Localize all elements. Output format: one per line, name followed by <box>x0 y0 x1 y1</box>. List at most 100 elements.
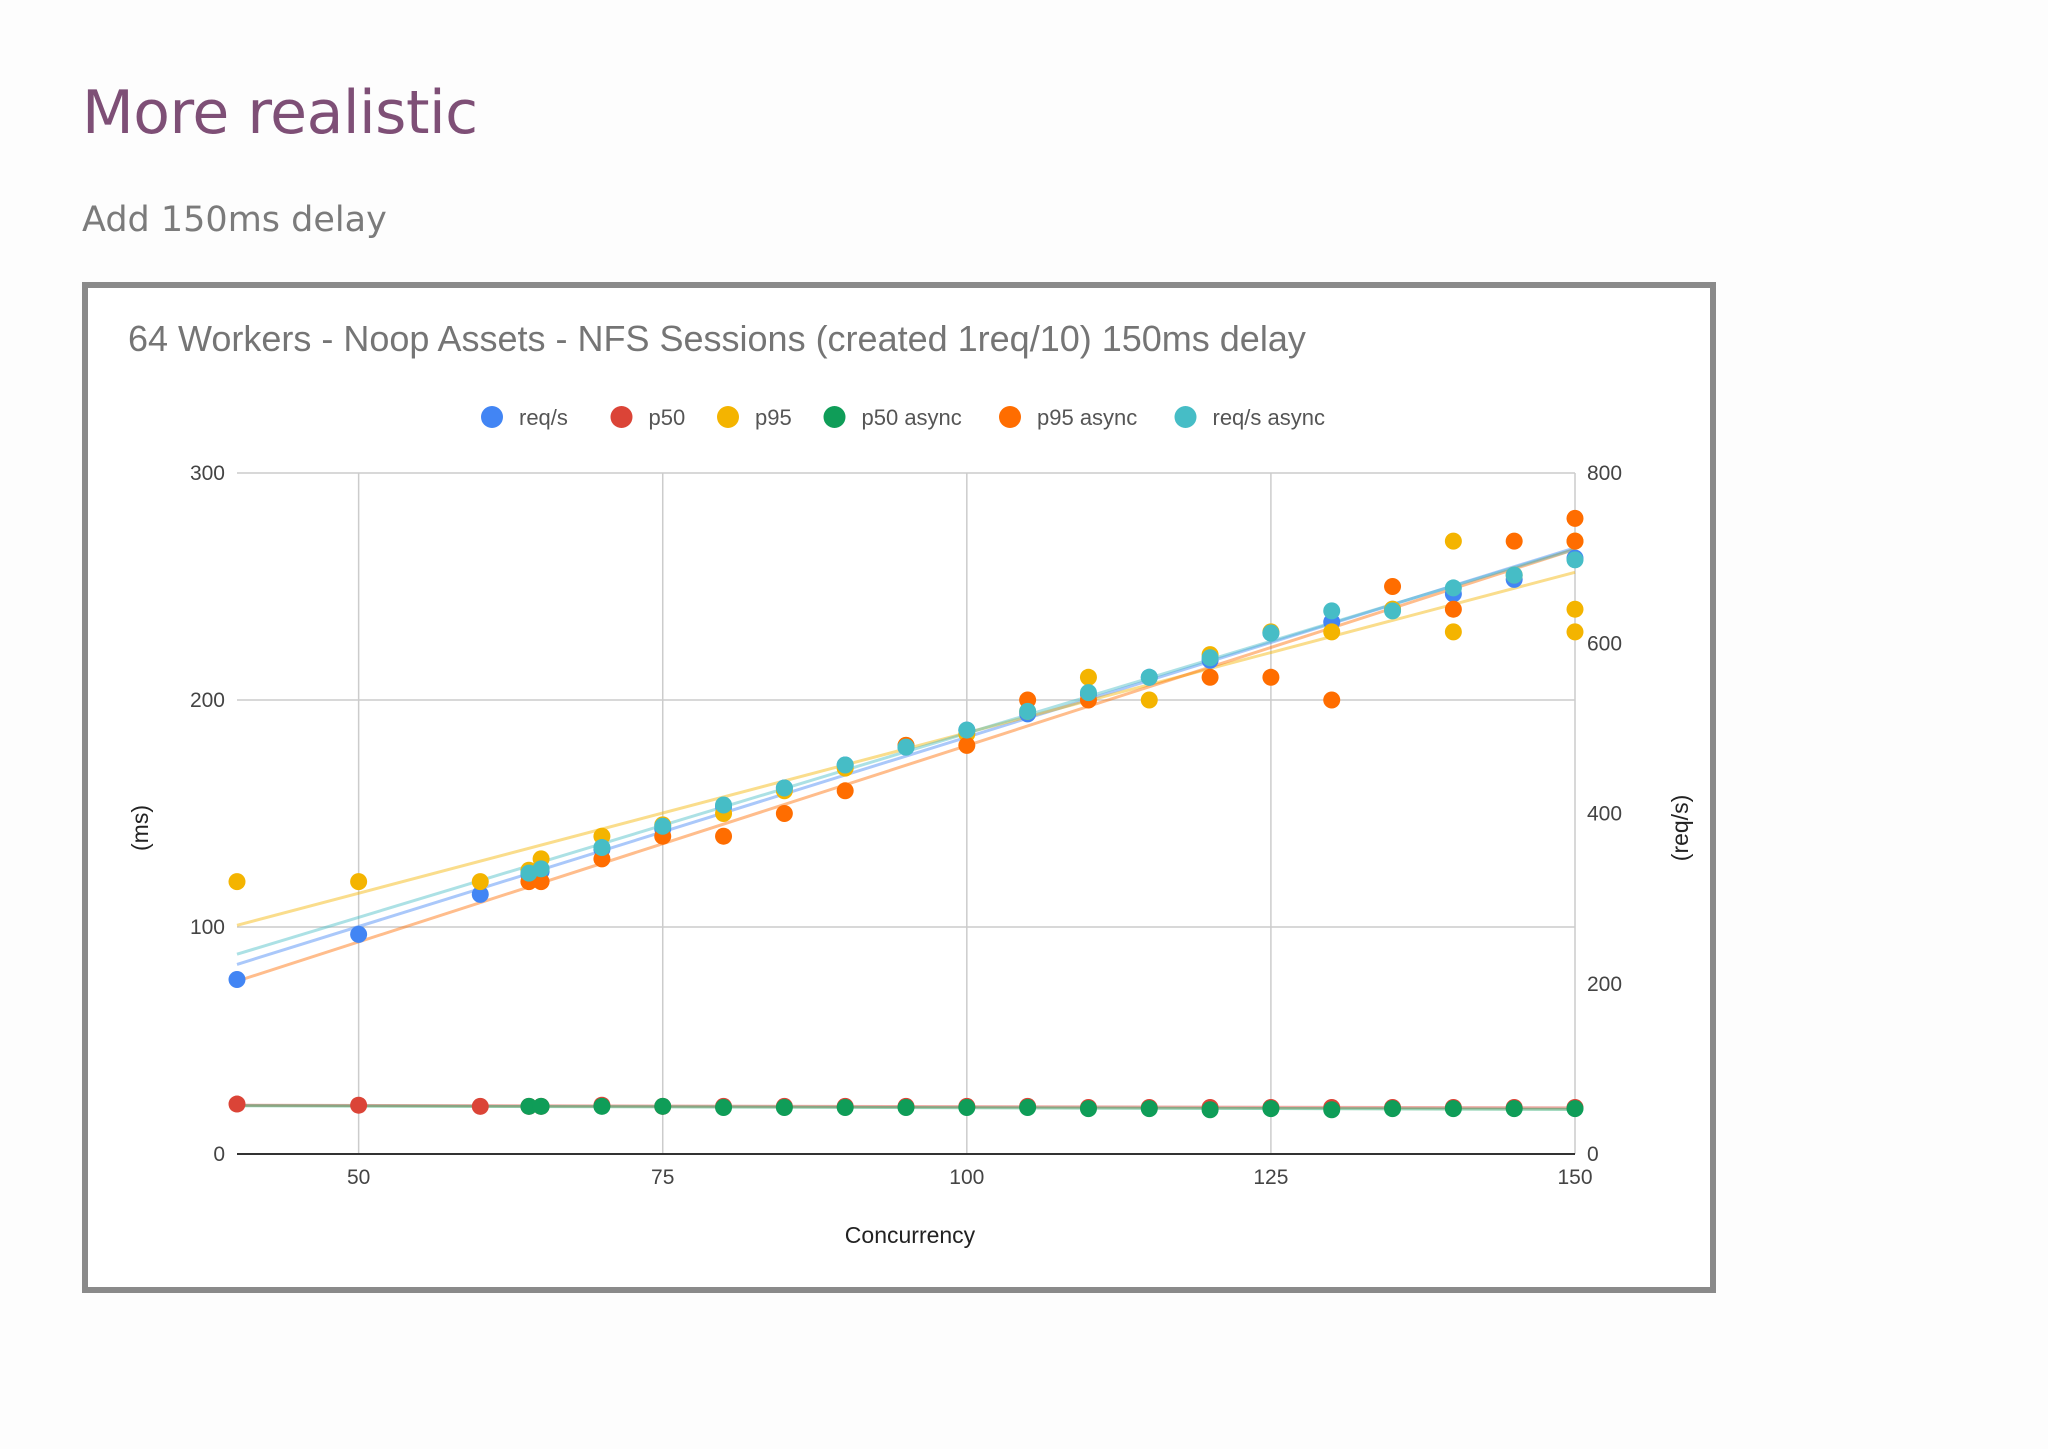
y-tick-left-label: 100 <box>190 916 225 939</box>
data-point <box>775 1098 793 1116</box>
legend-label: p95 <box>755 405 792 430</box>
legend-item: p50 async <box>823 405 962 430</box>
slide-subtitle: Add 150ms delay <box>82 200 387 240</box>
data-point <box>1444 623 1462 641</box>
data-point <box>1262 1100 1280 1118</box>
chart-axes: 0 100 200 300 0 200 400 600 800 50 75 100 125 150 <box>190 462 1622 1189</box>
data-point <box>1019 702 1037 720</box>
data-point <box>1140 668 1158 686</box>
y-tick-right-label: 400 <box>1587 803 1622 826</box>
data-point <box>532 1097 550 1115</box>
data-point <box>1079 1100 1097 1118</box>
data-point <box>1079 684 1097 702</box>
data-point <box>1444 532 1462 550</box>
legend-marker <box>999 406 1021 428</box>
data-point <box>958 1098 976 1116</box>
x-tick-label: 125 <box>1253 1166 1288 1189</box>
data-point <box>1505 566 1523 584</box>
x-axis-label: Concurrency <box>845 1222 976 1248</box>
y-tick-right-label: 200 <box>1587 973 1622 996</box>
chart-title: 64 Workers - Noop Assets - NFS Sessions … <box>128 318 1306 359</box>
y-tick-left-label: 0 <box>213 1143 225 1166</box>
legend-label: req/s async <box>1213 405 1326 430</box>
data-point <box>715 796 733 814</box>
data-point <box>532 860 550 878</box>
data-point <box>471 873 489 891</box>
legend-marker <box>717 406 739 428</box>
data-point <box>1566 1100 1584 1118</box>
data-point <box>958 721 976 739</box>
data-point <box>1384 1100 1402 1118</box>
chart-points <box>228 509 1584 1119</box>
legend-item: p95 async <box>999 405 1137 430</box>
data-point <box>1566 551 1584 569</box>
data-point <box>1323 602 1341 620</box>
data-point <box>1505 1100 1523 1118</box>
legend-marker <box>610 406 633 428</box>
legend-marker <box>823 406 846 428</box>
data-point <box>471 885 489 903</box>
chart-trendlines <box>236 546 1576 1111</box>
legend-item: req/s async <box>1174 405 1326 430</box>
chart-frame: 64 Workers - Noop Assets - NFS Sessions … <box>82 282 1716 1293</box>
data-point <box>1201 649 1219 667</box>
data-point <box>715 1098 733 1116</box>
data-point <box>775 805 793 822</box>
data-point <box>1566 532 1584 550</box>
data-point <box>1262 668 1280 686</box>
data-point <box>350 925 368 943</box>
data-point <box>1384 602 1402 620</box>
data-point <box>897 1098 915 1116</box>
legend-item: p50 <box>610 405 686 430</box>
y-tick-left-label: 200 <box>190 689 225 712</box>
data-point <box>715 827 733 845</box>
data-point <box>228 873 246 891</box>
chart-legend: req/s p50 p95 p50 async p95 async req/s async <box>481 405 1325 430</box>
data-point <box>1019 1098 1037 1116</box>
chart-grid <box>237 472 1576 1154</box>
data-point <box>1444 579 1462 597</box>
trendline <box>236 547 1576 983</box>
legend-label: p50 async <box>862 405 962 430</box>
data-point <box>836 1098 854 1116</box>
data-point <box>471 1097 489 1115</box>
legend-label: req/s <box>519 405 568 430</box>
data-point <box>1444 1100 1462 1118</box>
data-point <box>593 1097 611 1115</box>
data-point <box>1384 578 1402 595</box>
data-point <box>520 1097 538 1115</box>
data-point <box>1566 623 1584 641</box>
data-point <box>1566 509 1584 527</box>
data-point <box>836 782 854 800</box>
data-point <box>1323 691 1341 709</box>
data-point <box>1566 600 1584 618</box>
y-axis-right-label: (req/s) <box>1667 795 1693 861</box>
y-axis-left-label: (ms) <box>127 805 153 851</box>
y-tick-left-label: 300 <box>190 462 225 485</box>
chart-svg: 64 Workers - Noop Assets - NFS Sessions … <box>127 318 1693 1248</box>
data-point <box>897 738 915 756</box>
legend-marker <box>1174 406 1197 428</box>
legend-marker <box>481 406 503 428</box>
data-point <box>1262 624 1280 642</box>
data-point <box>1140 691 1158 709</box>
data-point <box>228 1095 246 1113</box>
data-point <box>1323 1101 1341 1119</box>
data-point <box>1323 623 1341 641</box>
data-point <box>654 1097 672 1115</box>
data-point <box>654 817 672 835</box>
legend-label: p50 <box>649 405 686 430</box>
data-point <box>1079 668 1097 686</box>
data-point <box>1201 668 1219 686</box>
data-point <box>775 779 793 797</box>
data-point <box>532 873 550 891</box>
legend-label: p95 async <box>1037 405 1137 430</box>
legend-item: req/s <box>481 405 568 430</box>
x-tick-label: 75 <box>651 1166 674 1189</box>
data-point <box>350 1096 368 1114</box>
data-point <box>836 756 854 774</box>
x-tick-label: 50 <box>347 1166 370 1189</box>
y-tick-right-label: 600 <box>1587 632 1622 655</box>
data-point <box>593 839 611 857</box>
